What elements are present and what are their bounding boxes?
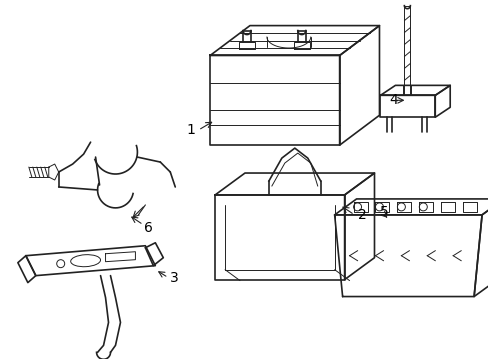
Text: 2: 2 [357, 208, 366, 222]
Text: 3: 3 [170, 271, 179, 285]
Text: 6: 6 [143, 221, 152, 235]
Text: 5: 5 [379, 205, 388, 219]
Text: 1: 1 [186, 123, 195, 137]
Text: 4: 4 [388, 93, 397, 107]
